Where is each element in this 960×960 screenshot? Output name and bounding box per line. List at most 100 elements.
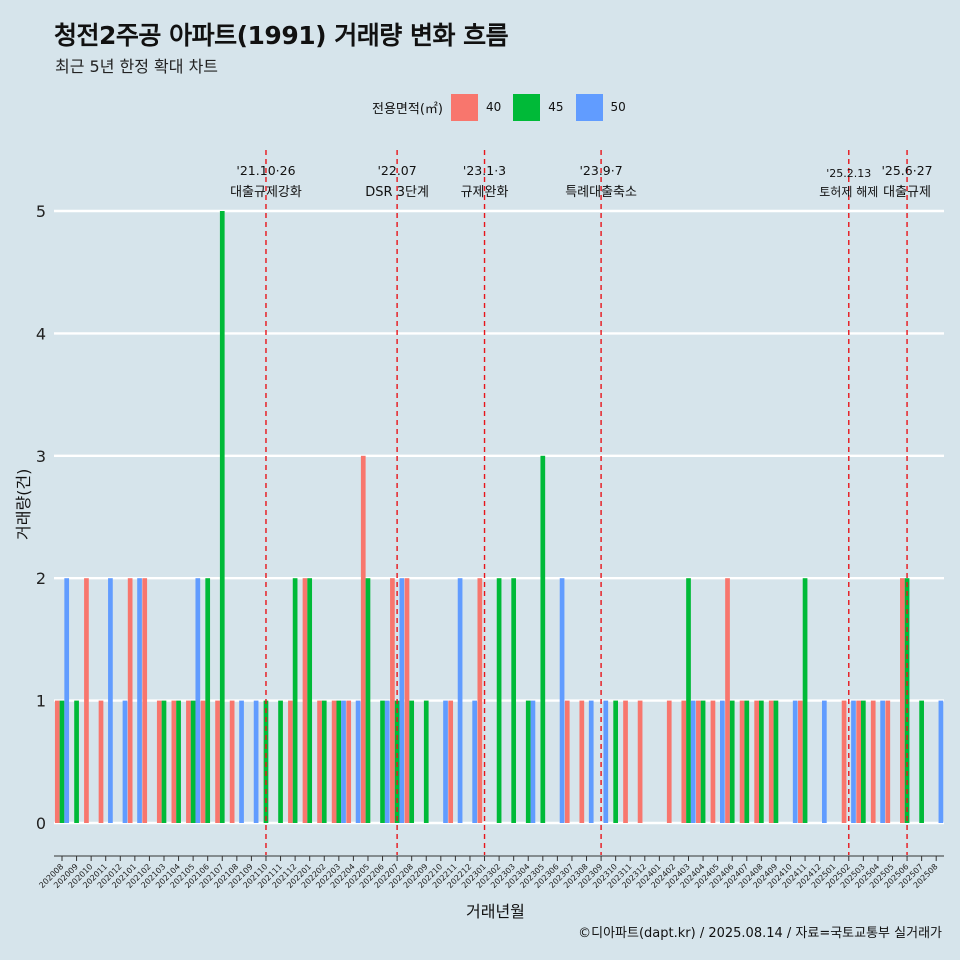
chart-subtitle: 최근 5년 한정 확대 차트 [55, 57, 219, 76]
bar-45 [423, 700, 429, 823]
bar-40 [900, 578, 905, 823]
y-tick-label: 1 [36, 692, 46, 711]
bar-40 [171, 700, 177, 823]
bar-50 [472, 700, 478, 823]
legend-item-50: 50 [575, 93, 626, 121]
bar-40 [142, 578, 148, 823]
legend-title: 전용면적(㎡) [372, 101, 443, 117]
legend: 전용면적(㎡) 40 45 50 [372, 93, 638, 121]
bar-40 [739, 700, 745, 823]
event-label: 대출규제 [883, 185, 931, 200]
bar-40 [623, 700, 628, 823]
y-tick-label: 5 [36, 202, 46, 221]
bar-45 [307, 578, 313, 823]
bar-40 [331, 700, 337, 823]
bar-45 [190, 700, 196, 823]
bar-40 [754, 700, 760, 823]
y-tick-label: 0 [36, 814, 46, 833]
bar-50 [399, 578, 405, 823]
bar-45 [759, 700, 764, 823]
bar-45 [511, 578, 517, 823]
bar-45 [744, 700, 750, 823]
bar-45 [380, 700, 385, 823]
bar-45 [161, 700, 167, 823]
event-label: DSR 3단계 [365, 185, 429, 200]
y-tick-label: 3 [36, 447, 46, 466]
bar-50 [137, 578, 142, 823]
bar-40 [127, 578, 133, 823]
bar-40 [302, 578, 308, 823]
bar-50 [880, 700, 885, 823]
bar-40 [186, 700, 191, 823]
bar-50 [253, 700, 259, 823]
bar-40 [681, 700, 687, 823]
event-label: 규제완화 [461, 185, 509, 200]
legend-item-40: 40 [450, 93, 502, 121]
bar-45 [525, 700, 531, 823]
y-tick-label: 2 [36, 569, 46, 588]
bar-40 [564, 700, 570, 823]
legend-item-45: 45 [513, 93, 564, 121]
event-label: 특례대출축소 [565, 185, 637, 200]
bar-45 [729, 700, 735, 823]
bar-50 [457, 578, 463, 823]
bar-40 [768, 700, 774, 823]
legend-swatch-45 [513, 93, 541, 121]
bar-45 [919, 700, 924, 823]
legend-swatch-50 [575, 93, 603, 121]
bar-45 [205, 578, 211, 823]
bar-50 [384, 700, 390, 823]
bar-40 [725, 578, 730, 823]
bar-40 [448, 700, 454, 823]
chart-title: 청전2주공 아파트(1991) 거래량 변화 흐름 [54, 21, 509, 50]
bar-45 [540, 455, 546, 823]
bar-45 [365, 578, 371, 823]
event-date: '25.2.13 [826, 167, 871, 180]
event-date: '23.1·3 [463, 163, 506, 178]
bar-40 [404, 578, 410, 823]
bar-40 [215, 700, 220, 823]
bar-50 [938, 700, 944, 823]
bar-45 [59, 700, 65, 823]
bar-40 [579, 700, 585, 823]
bar-40 [390, 578, 395, 823]
x-axis-title: 거래년월 [466, 902, 525, 921]
source-caption: ©디아파트(dapt.kr) / 2025.08.14 / 자료=국토교통부 실… [578, 926, 942, 941]
bar-40 [229, 700, 235, 823]
bar-45 [74, 700, 79, 823]
bar-40 [637, 700, 643, 823]
event-date: '21.10·26 [236, 163, 295, 178]
bar-40 [98, 700, 104, 823]
bar-50 [443, 700, 448, 823]
legend-swatch-40 [450, 93, 478, 121]
bar-45 [394, 700, 400, 823]
bar-45 [802, 578, 808, 823]
bar-45 [686, 578, 691, 823]
bar-50 [690, 700, 696, 823]
bar-45 [700, 700, 706, 823]
bar-50 [530, 700, 536, 823]
bar-40 [200, 700, 206, 823]
bar-45 [336, 700, 342, 823]
legend-label-40: 40 [485, 100, 502, 114]
bar-45 [263, 700, 269, 823]
bar-40 [156, 700, 162, 823]
bar-40 [841, 700, 847, 823]
bar-40 [856, 700, 861, 823]
bar-45 [496, 578, 502, 823]
legend-label-45: 45 [548, 100, 564, 114]
bar-45 [278, 700, 283, 823]
bar-40 [288, 700, 293, 823]
legend-label-50: 50 [610, 100, 626, 114]
bar-45 [613, 700, 619, 823]
bar-50 [792, 700, 798, 823]
bar-40 [798, 700, 803, 823]
event-label: 대출규제강화 [230, 185, 302, 200]
bar-40 [360, 455, 366, 823]
bar-40 [885, 700, 891, 823]
bar-45 [219, 211, 225, 823]
bar-45 [176, 700, 181, 823]
bar-45 [861, 700, 866, 823]
event-date: '22.07 [377, 163, 416, 178]
